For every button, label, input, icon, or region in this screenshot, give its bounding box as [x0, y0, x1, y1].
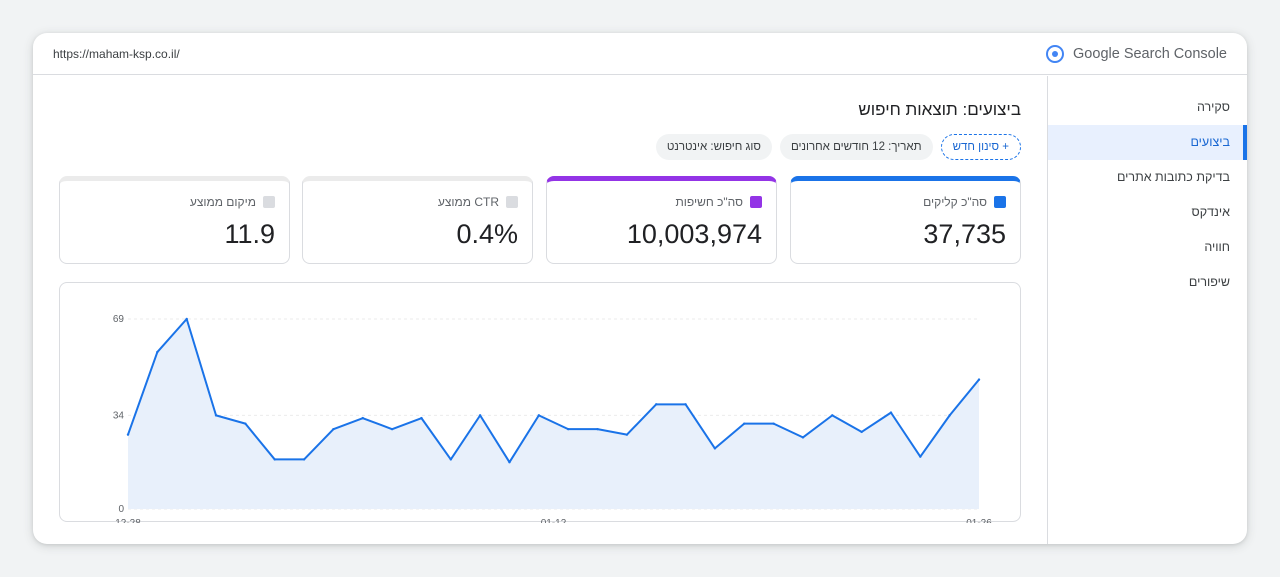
metric-card-position[interactable]: מיקום ממוצע 11.9 — [59, 176, 290, 264]
data-point — [273, 458, 276, 461]
sidebar-item-url-inspection[interactable]: בדיקת כתובות אתרים — [1116, 170, 1230, 184]
data-point — [801, 436, 805, 439]
metric-card-impressions[interactable]: סה"כ חשיפות 10,003,974 — [546, 176, 777, 264]
data-point — [537, 414, 541, 417]
data-point — [185, 317, 188, 321]
main-content: ביצועים: תוצאות חיפוש סוג חיפוש: אינטרנט… — [33, 76, 1047, 544]
metric-value: 10,003,974 — [626, 219, 762, 249]
data-point — [566, 427, 570, 431]
data-point — [244, 422, 247, 425]
data-point — [508, 460, 511, 464]
data-point — [302, 458, 306, 461]
data-point — [625, 433, 629, 436]
checkbox-unchecked-icon[interactable] — [506, 196, 518, 208]
sidebar-item-enhancements[interactable]: שיפורים — [1188, 275, 1230, 289]
data-point — [478, 414, 482, 417]
data-point — [332, 427, 335, 431]
sidebar-item-overview[interactable]: סקירה — [1196, 100, 1230, 114]
filter-chip-search-type[interactable]: סוג חיפוש: אינטרנט — [655, 134, 772, 160]
site-url[interactable]: https://maham-ksp.co.il/ — [53, 47, 180, 61]
metric-label: CTR ממוצע — [437, 195, 499, 209]
data-point — [420, 416, 423, 420]
metric-value: 37,735 — [923, 219, 1006, 249]
sidebar-item-experience[interactable]: חוויה — [1204, 240, 1230, 254]
browser-window: https://maham-ksp.co.il/ Google Search C… — [33, 33, 1247, 544]
y-tick-label: 34 — [113, 410, 125, 421]
metric-label-wrap: מיקום ממוצע — [190, 195, 275, 209]
metric-card-clicks[interactable]: סה"כ קליקים 37,735 — [790, 176, 1021, 264]
data-point — [596, 427, 599, 431]
data-point — [860, 430, 863, 434]
data-point — [831, 414, 834, 417]
brand[interactable]: Google Search Console — [1046, 45, 1227, 63]
checkbox-unchecked-icon[interactable] — [263, 196, 275, 208]
data-point — [713, 447, 717, 450]
metric-cards: סה"כ קליקים 37,735 סה"כ חשיפות 10,003,97… — [59, 176, 1021, 264]
series-area — [128, 319, 979, 509]
data-point — [156, 350, 159, 354]
data-point — [655, 403, 658, 406]
metric-label: מיקום ממוצע — [189, 195, 256, 209]
data-point — [948, 414, 951, 417]
performance-chart: 69 34 0 12-28 01-12 01-26 — [59, 282, 1021, 523]
data-point — [743, 422, 746, 425]
metric-card-ctr[interactable]: CTR ממוצע 0.4% — [302, 176, 533, 264]
data-point — [214, 414, 218, 417]
metric-value: 11.9 — [224, 219, 275, 249]
filter-bar: סוג חיפוש: אינטרנט תאריך: 12 חודשים אחרו… — [655, 134, 1021, 160]
x-tick-label: 01-26 — [966, 518, 992, 523]
data-point — [126, 433, 130, 436]
data-point — [390, 427, 394, 431]
top-bar: https://maham-ksp.co.il/ Google Search C… — [33, 33, 1247, 75]
search-console-icon — [1046, 45, 1065, 63]
filter-chip-date[interactable]: תאריך: 12 חודשים אחרונים — [779, 134, 933, 160]
metric-value: 0.4% — [456, 219, 518, 249]
series-line — [127, 318, 980, 464]
metric-label-wrap: סה"כ קליקים — [923, 195, 1006, 209]
page-title: ביצועים: תוצאות חיפוש — [858, 100, 1021, 119]
sidebar-item-index[interactable]: אינדקס — [1191, 205, 1230, 219]
metric-label-wrap: CTR ממוצע — [438, 195, 518, 209]
x-tick-label: 01-12 — [541, 518, 567, 523]
brand-name: Google Search Console — [1073, 46, 1227, 62]
sidebar: סקירה ביצועים בדיקת כתובות אתרים אינדקס … — [1047, 76, 1247, 544]
data-point — [772, 422, 775, 425]
y-tick-label: 69 — [113, 314, 125, 325]
y-tick-label: 0 — [118, 504, 124, 515]
metric-label: סה"כ חשיפות — [675, 195, 743, 209]
metric-label: סה"כ קליקים — [923, 195, 987, 209]
checkbox-checked-icon[interactable] — [750, 196, 762, 208]
data-point — [919, 455, 922, 458]
x-tick-label: 12-28 — [115, 518, 141, 523]
data-point — [889, 411, 893, 414]
data-point — [977, 378, 981, 381]
checkbox-checked-icon[interactable] — [994, 196, 1006, 208]
add-filter-button[interactable]: + סינון חדש — [940, 134, 1021, 160]
chart-canvas: 69 34 0 12-28 01-12 01-26 — [113, 314, 992, 523]
data-point — [449, 458, 452, 461]
data-point — [361, 416, 364, 420]
metric-label-wrap: סה"כ חשיפות — [675, 195, 762, 209]
data-point — [684, 403, 687, 406]
sidebar-item-performance[interactable]: ביצועים — [1048, 125, 1247, 160]
